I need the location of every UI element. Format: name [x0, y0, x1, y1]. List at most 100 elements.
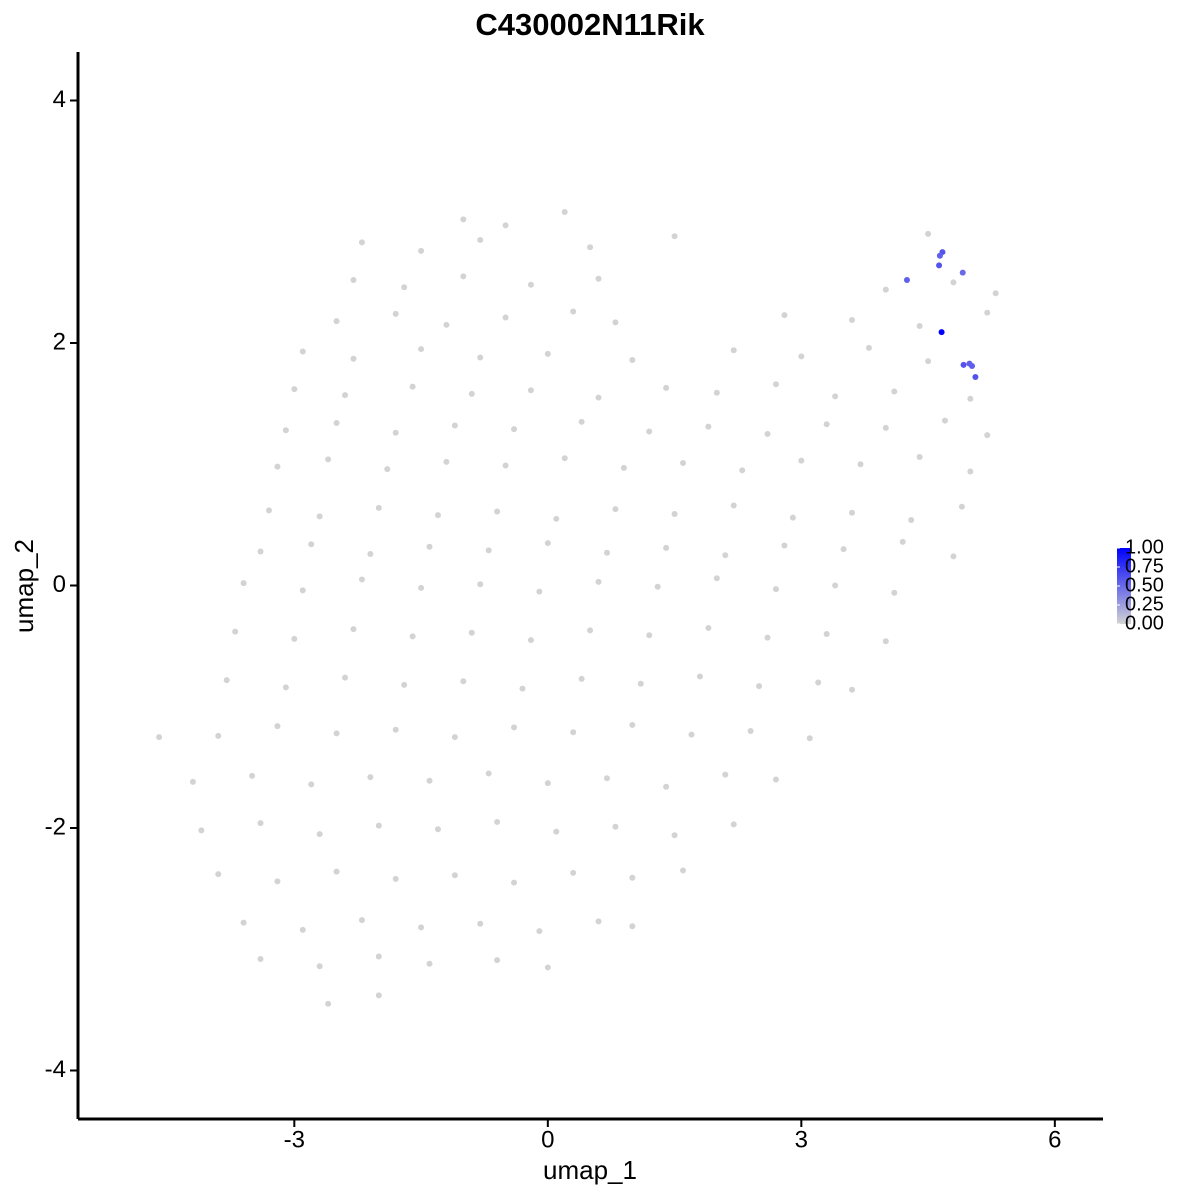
- cell-point: [984, 432, 991, 439]
- cell-point: [823, 421, 830, 428]
- cell-point: [772, 776, 779, 783]
- x-tick-label: -3: [284, 1126, 305, 1153]
- cell-point: [587, 244, 594, 251]
- cell-point: [806, 735, 813, 742]
- cell-point: [595, 275, 602, 282]
- cell-point: [781, 542, 788, 549]
- cell-point: [882, 286, 889, 293]
- x-tick-label: 0: [541, 1126, 554, 1153]
- cell-point: [950, 279, 957, 286]
- cell-point: [730, 347, 737, 354]
- chart-title: C430002N11Rik: [475, 7, 705, 42]
- cell-point: [409, 633, 416, 640]
- cell-point: [936, 262, 943, 269]
- cell-point: [274, 723, 281, 730]
- cell-point: [249, 772, 256, 779]
- cell-point: [950, 553, 957, 560]
- cell-point: [823, 631, 830, 637]
- cell-point: [713, 575, 720, 582]
- cell-point: [578, 675, 585, 682]
- cell-point: [502, 462, 509, 469]
- cell-point: [536, 588, 543, 595]
- cell-point: [595, 394, 602, 401]
- cell-point: [646, 428, 653, 435]
- cell-point: [595, 918, 602, 925]
- color-bar: [1117, 548, 1131, 624]
- cell-point: [477, 354, 484, 361]
- cell-point: [972, 373, 979, 380]
- cell-point: [426, 543, 433, 550]
- cell-point: [781, 312, 788, 319]
- cell-point: [916, 323, 923, 330]
- cell-point: [832, 393, 839, 400]
- cell-point: [342, 674, 349, 681]
- cell-point: [561, 209, 568, 216]
- cell-point: [443, 458, 450, 465]
- cell-point: [903, 276, 910, 283]
- cell-point: [561, 455, 568, 462]
- cell-point: [291, 635, 298, 642]
- cell-point: [671, 832, 678, 839]
- cell-point: [308, 781, 315, 788]
- cell-point: [544, 350, 551, 357]
- cell-point: [494, 508, 501, 515]
- cell-point: [925, 358, 932, 365]
- cell-point: [772, 586, 779, 593]
- cell-point: [434, 826, 441, 833]
- cell-point: [798, 457, 805, 464]
- cell-point: [257, 820, 264, 827]
- cell-point: [925, 230, 932, 237]
- cell-point: [418, 247, 425, 254]
- cell-point: [325, 1000, 332, 1007]
- cell-point: [603, 549, 610, 556]
- cell-point: [570, 308, 577, 315]
- y-axis-title: umap_2: [9, 539, 39, 633]
- cell-point: [544, 964, 551, 971]
- y-tick-label: -4: [45, 1056, 66, 1083]
- cell-point: [663, 544, 670, 551]
- cell-point: [477, 236, 484, 243]
- cell-point: [620, 464, 627, 471]
- cell-point: [189, 778, 196, 785]
- cell-point: [468, 390, 475, 397]
- cell-point: [401, 681, 408, 688]
- cell-point: [511, 879, 518, 886]
- cell-point: [570, 869, 577, 876]
- cell-point: [418, 346, 425, 353]
- cell-point: [367, 774, 374, 781]
- cell-point: [865, 344, 872, 351]
- cell-point: [215, 871, 222, 878]
- cell-point: [299, 587, 306, 594]
- cell-point: [426, 777, 433, 784]
- cell-point: [941, 417, 948, 424]
- cell-point: [959, 269, 966, 276]
- cell-point: [663, 783, 670, 790]
- cell-point: [654, 583, 661, 590]
- cell-point: [392, 310, 399, 317]
- cell-point: [299, 348, 306, 355]
- cell-point: [671, 233, 678, 240]
- cell-point: [316, 513, 323, 520]
- cell-point: [333, 730, 340, 737]
- cell-point: [612, 823, 619, 830]
- cell-point: [798, 353, 805, 360]
- cell-point: [891, 589, 898, 596]
- cell-point: [502, 314, 509, 321]
- cell-point: [730, 502, 737, 509]
- cell-point: [240, 580, 247, 587]
- cell-point: [739, 467, 746, 474]
- cell-point: [477, 581, 484, 588]
- cell-point: [434, 512, 441, 519]
- cell-point: [451, 422, 458, 429]
- cell-point: [629, 721, 636, 728]
- cell-point: [198, 827, 205, 834]
- cell-point: [409, 383, 416, 390]
- legend-label: 0.00: [1125, 612, 1164, 634]
- cell-point: [992, 290, 999, 297]
- cell-point: [375, 504, 382, 511]
- cell-point: [544, 540, 551, 547]
- cell-point: [451, 734, 458, 741]
- cell-point: [629, 923, 636, 930]
- cell-point: [713, 389, 720, 396]
